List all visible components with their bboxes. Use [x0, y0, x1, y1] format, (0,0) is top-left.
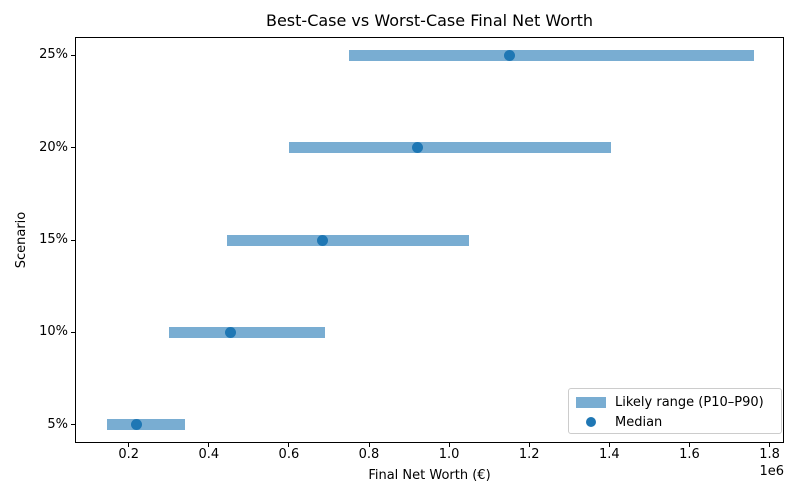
x-tick-mark — [769, 443, 771, 447]
x-axis-offset-label: 1e6 — [759, 464, 784, 479]
x-tick-label: 0.8 — [358, 447, 380, 462]
legend-range-swatch-key — [576, 392, 606, 412]
x-tick-label: 1.8 — [759, 447, 780, 462]
x-tick-mark — [208, 443, 210, 447]
median-dot — [503, 49, 515, 61]
legend-label-median: Median — [615, 414, 663, 430]
x-tick-mark — [128, 443, 130, 447]
x-tick-mark — [288, 443, 290, 447]
range-bar — [348, 49, 754, 61]
range-bar — [168, 326, 325, 338]
y-tick-label: 25% — [39, 47, 68, 63]
range-bar — [106, 419, 185, 431]
y-tick-mark — [71, 331, 75, 333]
range-bar — [288, 142, 612, 154]
x-tick-mark — [528, 443, 530, 447]
x-tick-mark — [448, 443, 450, 447]
x-tick-mark — [608, 443, 610, 447]
y-tick-mark — [71, 147, 75, 149]
x-tick-label: 1.0 — [438, 447, 460, 462]
x-tick-label: 0.4 — [198, 447, 220, 462]
y-tick-mark — [71, 239, 75, 241]
x-axis-label: Final Net Worth (€) — [368, 468, 491, 483]
median-dot-icon — [586, 417, 596, 427]
x-tick-label: 1.2 — [518, 447, 540, 462]
y-tick-mark — [71, 424, 75, 426]
y-tick-mark — [71, 54, 75, 56]
median-dot — [317, 234, 329, 246]
legend-item-median: Median — [576, 412, 781, 432]
x-tick-label: 1.4 — [599, 447, 620, 462]
y-axis-label: Scenario — [14, 211, 29, 269]
chart-title: Best-Case vs Worst-Case Final Net Worth — [265, 11, 593, 30]
x-tick-label: 1.6 — [679, 447, 700, 462]
legend-median-dot-key — [576, 412, 606, 432]
x-tick-mark — [688, 443, 690, 447]
legend-item-likely-range: Likely range (P10–P90) — [576, 392, 781, 412]
range-bar — [226, 234, 470, 246]
median-dot — [411, 142, 423, 154]
range-swatch-icon — [576, 396, 606, 408]
median-dot — [225, 326, 237, 338]
x-tick-mark — [368, 443, 370, 447]
median-dot — [131, 419, 143, 431]
y-tick-label: 10% — [39, 324, 68, 340]
legend-label-likely-range: Likely range (P10–P90) — [615, 394, 764, 410]
y-tick-label: 20% — [39, 139, 68, 155]
y-tick-label: 15% — [39, 232, 68, 247]
x-tick-label: 0.6 — [278, 447, 300, 462]
x-tick-label: 0.2 — [118, 447, 140, 462]
legend: Likely range (P10–P90) Median — [568, 388, 782, 434]
y-tick-label: 5% — [47, 416, 68, 432]
